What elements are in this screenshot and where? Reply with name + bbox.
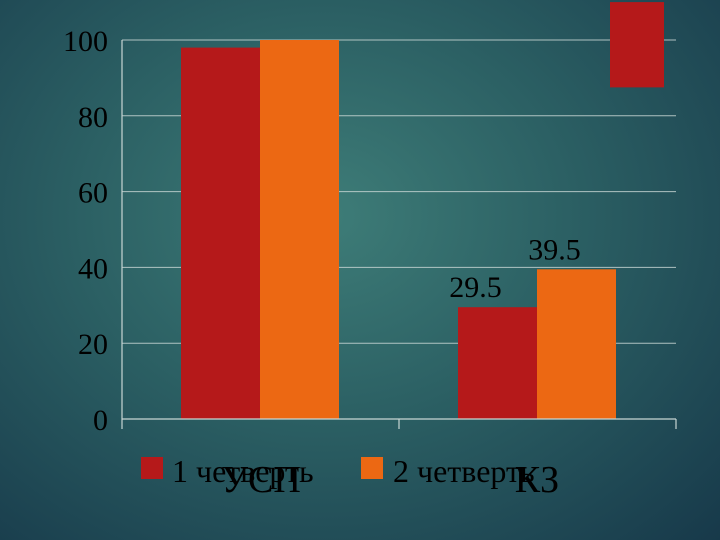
y-tick-40: 40: [78, 252, 108, 285]
bar-extra-top-right: [610, 2, 664, 88]
category-label-usp: УСП: [221, 459, 301, 501]
y-tick-labels: 0 20 40 60 80 100: [63, 25, 108, 437]
bars: [181, 2, 664, 420]
y-tick-0: 0: [93, 404, 108, 437]
y-tick-20: 20: [78, 328, 108, 361]
y-tick-100: 100: [63, 25, 108, 58]
data-labels: 29.5 39.5: [449, 233, 581, 304]
category-label-kz: КЗ: [515, 459, 559, 501]
bar-series-1-cat-2: [458, 307, 537, 419]
bar-series-2-cat-1: [260, 40, 339, 419]
axes: [121, 40, 677, 429]
legend-swatch-series-2: [361, 457, 383, 479]
y-tick-60: 60: [78, 177, 108, 210]
data-label-series-2-cat-2: 39.5: [528, 233, 581, 266]
legend-swatch-series-1: [141, 457, 163, 479]
legend-label-series-2: 2 четверть: [393, 453, 535, 489]
bar-series-2-cat-2: [537, 269, 616, 419]
legend-label-series-1: 1 четверть: [172, 453, 314, 489]
legend: 1 четверть 2 четверть: [141, 453, 535, 489]
data-label-series-1-cat-2: 29.5: [449, 271, 502, 304]
y-tick-80: 80: [78, 101, 108, 134]
bar-series-1-cat-1: [181, 47, 260, 420]
category-labels: УСП КЗ: [221, 459, 559, 501]
